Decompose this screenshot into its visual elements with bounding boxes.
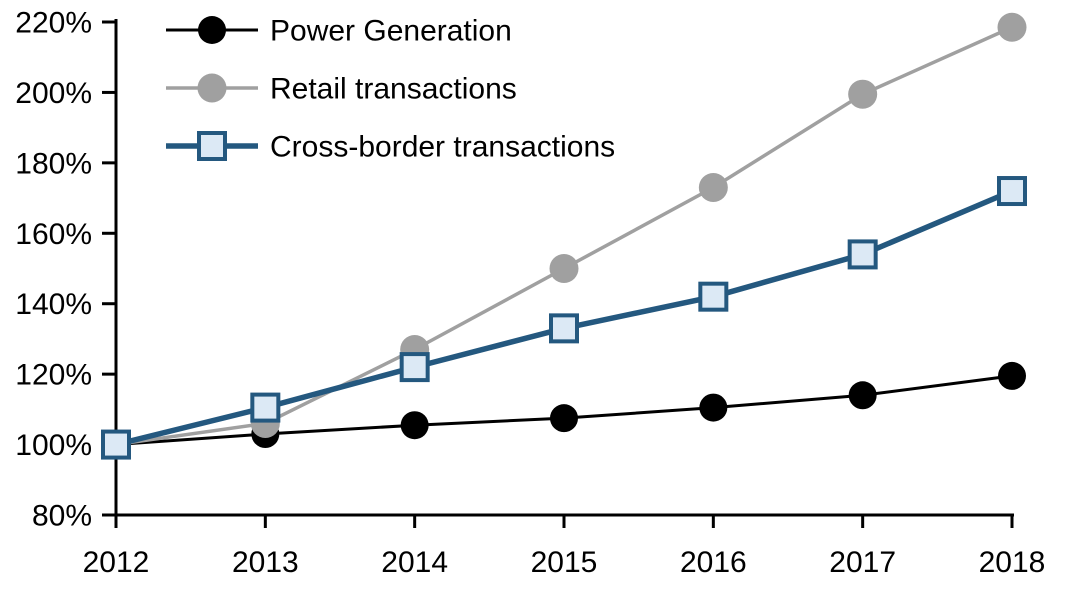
x-tick-label: 2017 <box>829 546 896 579</box>
y-tick-label: 140% <box>15 288 92 321</box>
y-tick-label: 120% <box>15 359 92 392</box>
data-point-cross-border-transactions <box>101 429 131 460</box>
data-point-power-generation <box>699 393 728 422</box>
y-tick-label: 200% <box>15 77 92 110</box>
data-point-cross-border-transactions <box>250 392 281 423</box>
data-point-cross-border-transactions <box>698 281 729 312</box>
data-point-cross-border-transactions <box>399 352 430 383</box>
legend-marker-retail-transactions <box>197 73 227 103</box>
x-tick-label: 2016 <box>680 546 747 579</box>
data-point-cross-border-transactions <box>997 176 1027 207</box>
data-point-power-generation <box>998 361 1026 390</box>
y-tick-label: 160% <box>15 218 92 251</box>
data-point-cross-border-transactions <box>847 239 878 270</box>
y-tick-label: 80% <box>32 500 92 533</box>
legend-marker-power-generation <box>198 16 226 44</box>
x-tick-label: 2013 <box>232 546 299 579</box>
legend-label-cross-border-transactions: Cross-border transactions <box>270 131 615 164</box>
y-tick-label: 220% <box>15 7 92 40</box>
data-point-power-generation <box>848 381 877 410</box>
series-line-retail-transactions <box>115 25 1013 447</box>
data-point-cross-border-transactions <box>549 313 579 344</box>
data-point-power-generation <box>400 411 429 440</box>
legend-label-retail-transactions: Retail transactions <box>270 73 517 106</box>
legend-marker-cross-border-transactions <box>197 131 227 161</box>
legend-label-power-generation: Power Generation <box>270 15 512 48</box>
data-point-retail-transactions <box>698 173 728 203</box>
y-tick-label: 100% <box>15 429 92 462</box>
data-point-retail-transactions <box>848 79 878 109</box>
data-point-retail-transactions <box>549 254 579 283</box>
x-tick-label: 2018 <box>979 546 1046 579</box>
x-tick-label: 2012 <box>83 546 150 579</box>
y-tick-label: 180% <box>15 147 92 180</box>
x-tick-label: 2015 <box>531 546 598 579</box>
data-point-retail-transactions <box>997 12 1027 42</box>
x-tick-label: 2014 <box>381 546 448 579</box>
data-point-power-generation <box>550 404 578 433</box>
